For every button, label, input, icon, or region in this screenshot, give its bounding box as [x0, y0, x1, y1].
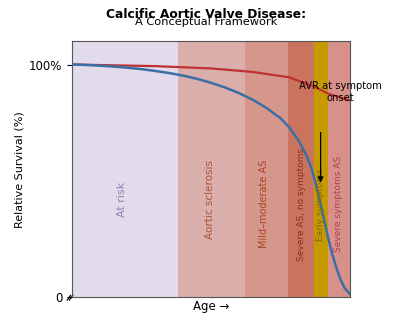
X-axis label: Age →: Age → — [193, 300, 230, 313]
Text: Mild–moderate AS: Mild–moderate AS — [259, 160, 269, 248]
Text: Calcific Aortic Valve Disease:: Calcific Aortic Valve Disease: — [106, 8, 306, 21]
Text: Aortic sclerosis: Aortic sclerosis — [205, 160, 215, 239]
Text: AVR at symptom
onset: AVR at symptom onset — [299, 81, 382, 103]
Text: Severe AS, no symptoms: Severe AS, no symptoms — [297, 148, 306, 261]
Bar — [314, 41, 328, 297]
Bar — [288, 41, 314, 297]
Text: At risk: At risk — [117, 182, 128, 217]
Bar — [328, 41, 350, 297]
Text: Early symptoms: Early symptoms — [316, 168, 325, 240]
Bar — [245, 41, 350, 297]
Y-axis label: Relative Survival (%): Relative Survival (%) — [15, 111, 25, 228]
Text: A Conceptual Framework: A Conceptual Framework — [135, 17, 277, 27]
Text: Severe symptoms AS: Severe symptoms AS — [334, 156, 343, 252]
Bar — [178, 41, 350, 297]
